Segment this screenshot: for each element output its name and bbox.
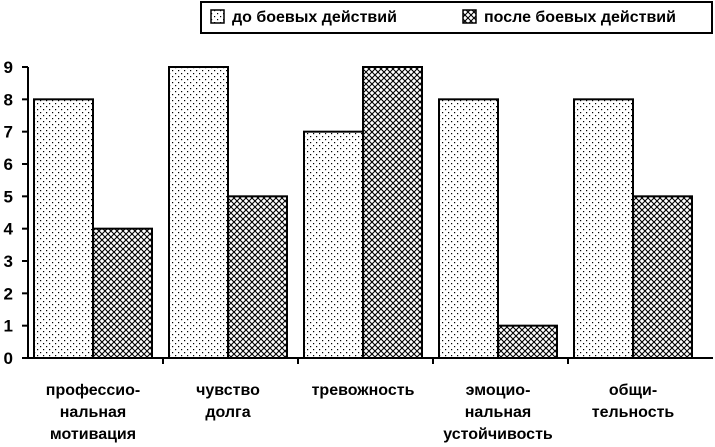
bar-before-4: [573, 98, 634, 359]
category-label-line: устойчивость: [443, 426, 553, 443]
category-label-line: мотивация: [50, 426, 136, 443]
bar-before-1: [168, 66, 229, 359]
category-labels: профессио-нальная мотивация чувство долга тр…: [46, 382, 675, 443]
category-label-line: тревожность: [312, 382, 415, 399]
legend-swatch-after: [462, 9, 477, 24]
bar-after-0: [92, 227, 153, 359]
legend-swatch-before: [210, 9, 225, 24]
bars: [33, 66, 693, 359]
y-tick-label: 2: [4, 284, 13, 303]
bar-before-0: [33, 98, 94, 359]
x-axis: [28, 357, 713, 364]
y-tick-label: 3: [4, 252, 13, 271]
y-tick-label: 7: [4, 123, 13, 142]
category-label: тревожность: [312, 382, 415, 399]
y-tick-label: 9: [4, 58, 13, 77]
category-label: эмоцио-нальная устойчивость: [443, 382, 553, 443]
category-label-line: тельность: [592, 404, 675, 421]
category-label-line: чувство: [196, 382, 260, 399]
category-label-line: долга: [205, 404, 250, 421]
category-label: общи-тельность: [592, 382, 675, 421]
category-label-line: эмоцио-: [466, 382, 531, 399]
bar-after-3: [497, 324, 558, 359]
y-tick-label: 8: [4, 90, 13, 109]
category-label-line: профессио-: [46, 382, 140, 399]
category-label-line: нальная: [60, 404, 126, 421]
bar-after-2: [362, 66, 423, 359]
bar-after-4: [632, 195, 693, 359]
legend-label-after: после боевых действий: [484, 9, 676, 26]
category-label-line: нальная: [465, 404, 531, 421]
y-tick-label: 1: [4, 317, 13, 336]
legend-label-before: до боевых действий: [232, 9, 397, 26]
category-label: чувство долга: [196, 382, 260, 421]
bar-before-2: [303, 130, 364, 359]
legend-box: [200, 1, 713, 34]
y-tick-label: 5: [4, 187, 13, 206]
bar-before-3: [438, 98, 499, 359]
legend: до боевых действий после боевых действий: [200, 1, 713, 34]
category-label: профессио-нальная мотивация: [46, 382, 140, 443]
y-tick-label: 6: [4, 155, 13, 174]
y-tick-label: 4: [4, 220, 14, 239]
y-tick-label: 0: [4, 349, 13, 368]
y-axis: 0 1 2 3 4 5 6 7 8 9: [4, 58, 29, 368]
category-label-line: общи-: [609, 382, 657, 399]
bar-after-1: [227, 195, 288, 359]
